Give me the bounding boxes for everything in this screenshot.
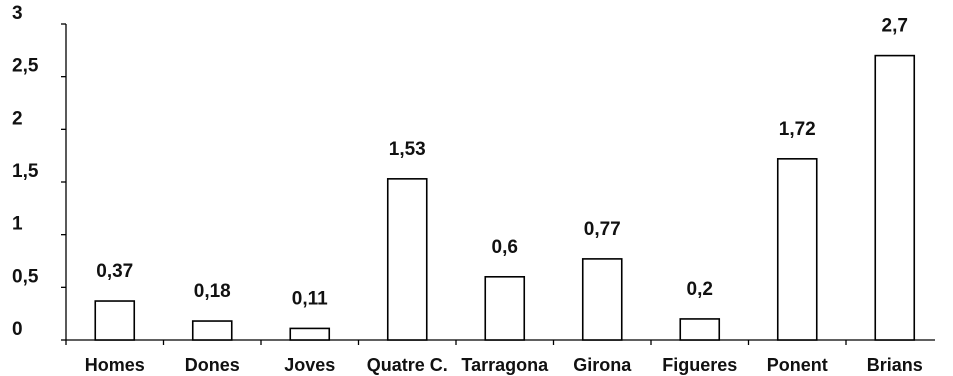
x-tick-label: Tarragona: [461, 355, 549, 375]
bar-quatre-c: [386, 178, 428, 341]
data-label: 0,37: [96, 261, 133, 282]
x-tick-label: Homes: [85, 355, 145, 375]
bar-joves: [289, 327, 331, 341]
bar-brians: [874, 54, 916, 341]
bar-girona: [581, 258, 623, 341]
x-tick-label: Dones: [185, 355, 240, 375]
bar-figueres: [679, 318, 721, 341]
data-label: 1,72: [779, 119, 816, 140]
x-tick-label: Figueres: [662, 355, 737, 375]
x-tick-label: Brians: [867, 355, 923, 375]
y-tick-label: 3: [12, 3, 23, 24]
bar-tarragona: [484, 275, 526, 341]
bar-dones: [191, 320, 233, 341]
data-label: 1,53: [389, 139, 426, 160]
x-tick-label: Quatre C.: [367, 355, 448, 375]
data-label: 0,77: [584, 219, 621, 240]
x-tick-label: Girona: [573, 355, 632, 375]
y-tick-label: 1: [12, 214, 23, 235]
data-label: 0,18: [194, 281, 231, 302]
data-label: 0,11: [292, 288, 328, 309]
data-label: 0,6: [492, 237, 518, 258]
bar-ponent: [776, 158, 818, 341]
y-tick-label: 0,5: [12, 266, 39, 287]
y-tick-label: 2: [12, 108, 23, 129]
chart-labels: 0 0,5 1 1,5 2 2,5 3 0,37 Homes 0,18 Dones 0,11 Joves…: [12, 3, 923, 375]
x-tick-label: Ponent: [767, 355, 828, 375]
data-label: 2,7: [882, 16, 908, 37]
y-tick-label: 1,5: [12, 161, 39, 182]
y-tick-label: 0: [12, 319, 23, 340]
y-tick-label: 2,5: [12, 56, 39, 77]
bar-series: [94, 54, 916, 341]
x-tick-label: Joves: [284, 355, 335, 375]
bar-homes: [94, 300, 136, 341]
data-label: 0,2: [687, 279, 713, 300]
